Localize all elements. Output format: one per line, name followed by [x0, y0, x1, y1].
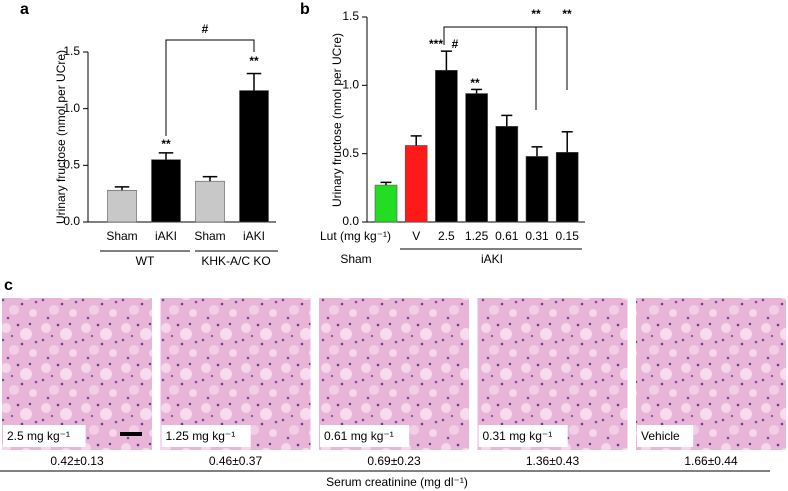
error-bar	[531, 146, 543, 157]
y-tick-label: 1.0	[342, 78, 359, 92]
bar	[465, 93, 488, 223]
histology-image	[477, 298, 628, 450]
group-label: WT	[136, 254, 155, 268]
group-label: KHK-A/C KO	[201, 254, 270, 268]
error-bar	[501, 114, 513, 127]
creatinine-value: 0.69±0.23	[367, 454, 421, 468]
panel-letter: b	[300, 1, 310, 18]
histology-image	[319, 298, 469, 450]
y-tick-label: 1.0	[63, 101, 80, 115]
image-label-box	[478, 425, 568, 447]
x-tick-label: 0.15	[556, 229, 580, 243]
annotation: #	[202, 22, 209, 36]
image-label: 1.25 mg kg⁻¹	[166, 429, 236, 443]
bar	[495, 126, 519, 223]
image-label-box	[161, 425, 251, 447]
creatinine-value: 1.66±0.44	[684, 454, 738, 468]
error-bar	[114, 186, 130, 191]
error-bar	[440, 50, 452, 71]
bar	[107, 189, 137, 223]
error-bar	[471, 88, 483, 94]
annotation: ***	[429, 37, 443, 51]
bar	[404, 145, 428, 223]
image-label: 2.5 mg kg⁻¹	[7, 429, 70, 443]
y-tick-label: 0.0	[342, 214, 359, 228]
x-tick-label: 2.5	[438, 229, 455, 243]
creatinine-value: 1.36±0.43	[526, 454, 580, 468]
x-tick-label: iAKI	[243, 229, 265, 243]
histology-image	[636, 298, 786, 450]
significance-bracket	[165, 26, 568, 136]
annotation: **	[562, 7, 572, 21]
x-tick-label: V	[412, 229, 420, 243]
creatinine-value: 0.42±0.13	[50, 454, 104, 468]
error-bar	[202, 175, 218, 182]
bar	[239, 90, 269, 223]
y-axis-label: Urinary fructose (nmol per UCre)	[54, 50, 68, 224]
annotation: **	[249, 54, 259, 68]
error-bar	[246, 72, 262, 91]
error-bar	[158, 152, 174, 160]
y-tick-label: 0.0	[63, 214, 80, 228]
x-tick-label: 0.31	[525, 229, 549, 243]
axis-label: Serum creatinine (mg dl⁻¹)	[326, 475, 468, 489]
group-label: Sham	[340, 252, 371, 266]
bar	[555, 152, 579, 223]
image-label: Vehicle	[641, 429, 680, 443]
bar	[195, 180, 225, 223]
bar	[525, 156, 549, 223]
histology-image	[2, 298, 152, 450]
bar	[435, 70, 458, 223]
image-label-box	[3, 425, 86, 447]
bar	[151, 159, 181, 223]
image-label-box	[637, 425, 694, 447]
image-label-box	[320, 425, 410, 447]
x-tick-label: iAKI	[155, 229, 177, 243]
y-tick-label: 0.5	[63, 158, 80, 172]
x-tick-label: 0.61	[495, 229, 519, 243]
y-tick-label: 1.5	[342, 9, 359, 23]
y-axis-label: Urinary fructose (nmol per UCre)	[330, 33, 344, 207]
group-label: iAKI	[481, 252, 503, 266]
image-label: 0.31 mg kg⁻¹	[483, 429, 553, 443]
annotation: **	[531, 7, 541, 21]
panel-letter: a	[20, 1, 29, 18]
x-tick-label: Sham	[106, 229, 137, 243]
image-label: 0.61 mg kg⁻¹	[324, 429, 394, 443]
histology-image	[160, 298, 311, 450]
bar	[374, 184, 398, 223]
y-tick-label: 1.5	[63, 44, 80, 58]
x-tick-label: Sham	[194, 229, 225, 243]
x-tick-label: 1.25	[465, 229, 489, 243]
annotation: **	[161, 137, 171, 151]
annotation: #	[452, 37, 459, 51]
scale-bar	[120, 432, 142, 436]
error-bar	[380, 181, 392, 186]
x-axis-title: Lut (mg kg⁻¹)	[320, 229, 391, 243]
annotation: **	[470, 76, 480, 90]
error-bar	[561, 131, 573, 153]
error-bar	[410, 135, 422, 146]
creatinine-value: 0.46±0.37	[209, 454, 263, 468]
y-tick-label: 0.5	[342, 146, 359, 160]
panel-letter: c	[4, 277, 13, 294]
